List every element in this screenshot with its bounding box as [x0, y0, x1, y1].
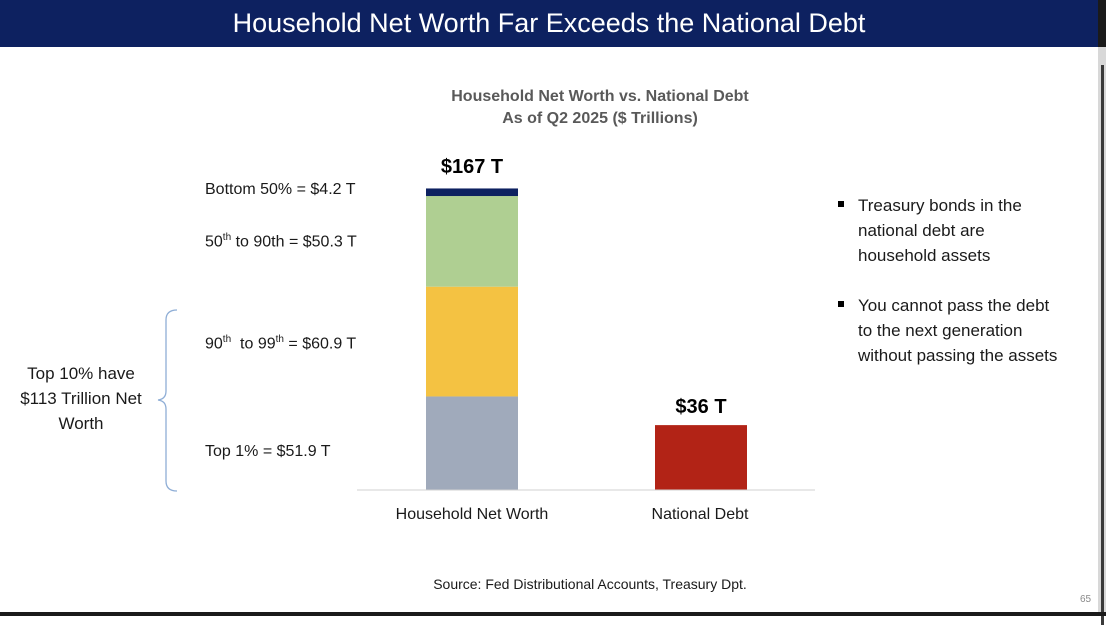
bar-segment-bottom50	[426, 188, 518, 197]
segment-label-p90-99: 90th to 99th = $60.9 T	[205, 334, 357, 353]
bullet-list: Treasury bonds in the national debt are …	[836, 193, 1066, 393]
bar-value-label-household: $167 T	[440, 156, 504, 178]
page-number: 65	[1080, 594, 1092, 605]
bullet-square-icon	[838, 301, 844, 307]
segment-label-bottom50: Bottom 50% = $4.2 T	[205, 181, 356, 198]
bullet-item: You cannot pass the debt to the next gen…	[836, 293, 1066, 368]
category-label-debt: National Debt	[651, 506, 749, 523]
segment-label-p50-90: 50th to 90th = $50.3 T	[205, 232, 357, 251]
chart-title: Household Net Worth vs. National Debt	[451, 88, 749, 105]
segment-label-top1: Top 1% = $51.9 T	[205, 443, 331, 460]
bullet-square-icon	[838, 201, 844, 207]
top10-bracket	[157, 309, 178, 492]
category-label-household: Household Net Worth	[395, 506, 549, 523]
bar-national-debt	[655, 425, 747, 490]
chart-subtitle: As of Q2 2025 ($ Trillions)	[502, 110, 698, 127]
bottom-border	[0, 612, 1106, 616]
top10-bracket-label: Top 10% have $113 Trillion Net Worth	[20, 364, 142, 433]
bullet-item: Treasury bonds in the national debt are …	[836, 193, 1066, 268]
bar-value-label-debt: $36 T	[675, 396, 727, 418]
slide-title: Household Net Worth Far Exceeds the Nati…	[0, 0, 1106, 47]
source-note: Source: Fed Distributional Accounts, Tre…	[433, 576, 747, 592]
bar-segment-p90_99	[426, 286, 518, 397]
right-edge-border	[1098, 47, 1106, 625]
bar-segment-p50_90	[426, 196, 518, 287]
bar-segment-top1	[426, 396, 518, 490]
chart-title-block: Household Net Worth vs. National Debt As…	[330, 86, 870, 130]
